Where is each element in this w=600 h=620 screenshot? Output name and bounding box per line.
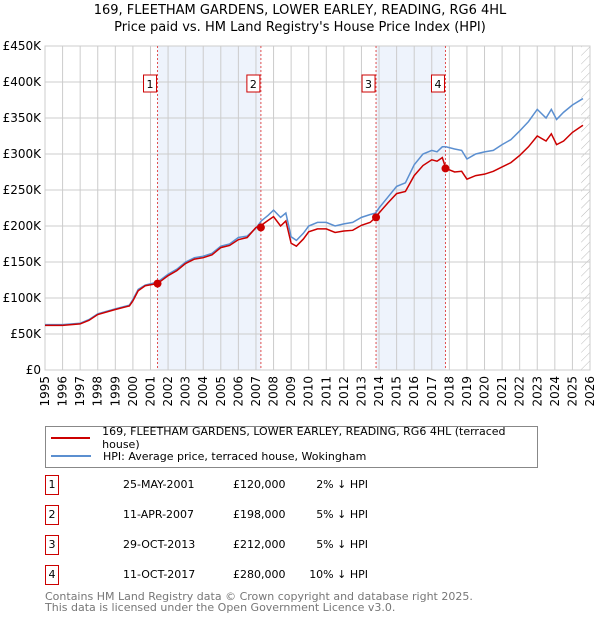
x-tick-label: 2025 <box>565 376 579 407</box>
x-tick-label: 2026 <box>583 376 597 407</box>
x-tick-label: 2006 <box>231 376 245 407</box>
transaction-date: 29-OCT-2013 <box>123 538 196 551</box>
y-tick-label: £150K <box>3 255 43 269</box>
property-price-line <box>45 124 584 327</box>
transaction-date: 11-APR-2007 <box>123 508 195 521</box>
footer-line-1: Contains HM Land Registry data © Crown c… <box>45 590 473 603</box>
legend: 169, FLEETHAM GARDENS, LOWER EARLEY, REA… <box>45 425 538 468</box>
x-tick-label: 2020 <box>478 376 492 407</box>
x-tick-label: 2019 <box>460 376 474 407</box>
transaction-hpi-diff: 10% ↓ HPI <box>309 568 368 581</box>
x-tick-label: 2010 <box>302 376 316 407</box>
x-tick-label: 2001 <box>143 376 157 407</box>
x-tick-label: 1996 <box>56 376 70 407</box>
x-tick-label: 2021 <box>495 376 509 407</box>
x-tick-label: 2002 <box>161 376 175 407</box>
transaction-number: 1 <box>45 475 59 495</box>
x-tick-label: 2018 <box>442 376 456 407</box>
x-tick-label: 2017 <box>425 376 439 407</box>
x-tick-label: 2011 <box>319 376 333 407</box>
x-tick-label: 2023 <box>530 376 544 407</box>
transaction-label: 2 <box>250 78 257 91</box>
x-tick-label: 1999 <box>108 376 122 407</box>
transaction-hpi-diff: 2% ↓ HPI <box>316 478 368 491</box>
transaction-label-box <box>361 74 376 93</box>
transaction-point <box>153 279 162 288</box>
x-tick-label: 2014 <box>372 376 386 407</box>
transaction-hpi-diff: 5% ↓ HPI <box>316 508 368 521</box>
transaction-label: 4 <box>434 78 441 91</box>
transaction-number: 4 <box>45 565 59 585</box>
transaction-label-box <box>143 74 158 93</box>
plot-border <box>44 45 591 371</box>
transaction-price: £280,000 <box>233 568 286 581</box>
forecast-hatch <box>581 46 590 370</box>
y-tick-label: £300K <box>3 147 43 161</box>
legend-swatch-property <box>51 437 91 439</box>
x-tick-label: 2003 <box>179 376 193 407</box>
y-tick-label: £200K <box>3 219 43 233</box>
shaded-range <box>157 46 261 370</box>
hpi-line <box>45 97 584 326</box>
y-tick-label: £350K <box>3 111 43 125</box>
transaction-point <box>256 223 265 232</box>
footer-line-2: This data is licensed under the Open Gov… <box>45 601 396 614</box>
x-tick-label: 2004 <box>196 376 210 407</box>
transaction-label-box <box>246 74 261 93</box>
x-tick-label: 2007 <box>249 376 263 407</box>
transaction-label-box <box>430 74 445 93</box>
chart-subtitle: Price paid vs. HM Land Registry's House … <box>114 20 486 35</box>
x-tick-label: 2024 <box>548 376 562 407</box>
transaction-hpi-diff: 5% ↓ HPI <box>316 538 368 551</box>
y-tick-label: £450K <box>3 39 43 53</box>
legend-swatch-hpi <box>51 455 91 457</box>
x-tick-label: 2016 <box>407 376 421 407</box>
chart-title: 169, FLEETHAM GARDENS, LOWER EARLEY, REA… <box>93 3 507 18</box>
transaction-date: 11-OCT-2017 <box>123 568 196 581</box>
transaction-price: £120,000 <box>233 478 286 491</box>
transaction-row: 4 11-OCT-2017 £280,000 10% ↓ HPI <box>45 565 445 585</box>
transaction-row: 2 11-APR-2007 £198,000 5% ↓ HPI <box>45 505 445 525</box>
x-tick-label: 2005 <box>214 376 228 407</box>
x-tick-label: 2000 <box>126 376 140 407</box>
transaction-row: 3 29-OCT-2013 £212,000 5% ↓ HPI <box>45 535 445 555</box>
legend-label-hpi: HPI: Average price, terraced house, Woki… <box>103 449 367 463</box>
y-tick-label: £100K <box>3 291 43 305</box>
x-tick-label: 1998 <box>91 376 105 407</box>
shaded-range <box>376 46 446 370</box>
transaction-price: £198,000 <box>233 508 286 521</box>
transaction-row: 1 25-MAY-2001 £120,000 2% ↓ HPI <box>45 475 445 495</box>
transaction-number: 2 <box>45 505 59 525</box>
x-tick-label: 2009 <box>284 376 298 407</box>
y-tick-label: £400K <box>3 75 43 89</box>
plot-area: £0 £50K £100K £150K £200K £250K £300K £350K £400… <box>3 39 597 407</box>
x-tick-label: 1995 <box>38 376 52 407</box>
legend-label-property: 169, FLEETHAM GARDENS, LOWER EARLEY, REA… <box>102 425 506 451</box>
x-tick-label: 2008 <box>267 376 281 407</box>
x-tick-label: 2012 <box>337 376 351 407</box>
y-tick-label: £0 <box>26 363 41 377</box>
x-tick-label: 2022 <box>513 376 527 407</box>
transaction-point <box>372 213 381 222</box>
transaction-date: 25-MAY-2001 <box>123 478 195 491</box>
transaction-label: 3 <box>365 78 372 91</box>
transaction-price: £212,000 <box>233 538 286 551</box>
y-tick-label: £50K <box>10 327 42 341</box>
x-tick-label: 2015 <box>390 376 404 407</box>
y-tick-label: £250K <box>3 183 43 197</box>
x-tick-label: 1997 <box>73 376 87 407</box>
transaction-point <box>441 164 450 173</box>
transaction-number: 3 <box>45 535 59 555</box>
transaction-label: 1 <box>147 78 154 91</box>
x-tick-label: 2013 <box>354 376 368 407</box>
